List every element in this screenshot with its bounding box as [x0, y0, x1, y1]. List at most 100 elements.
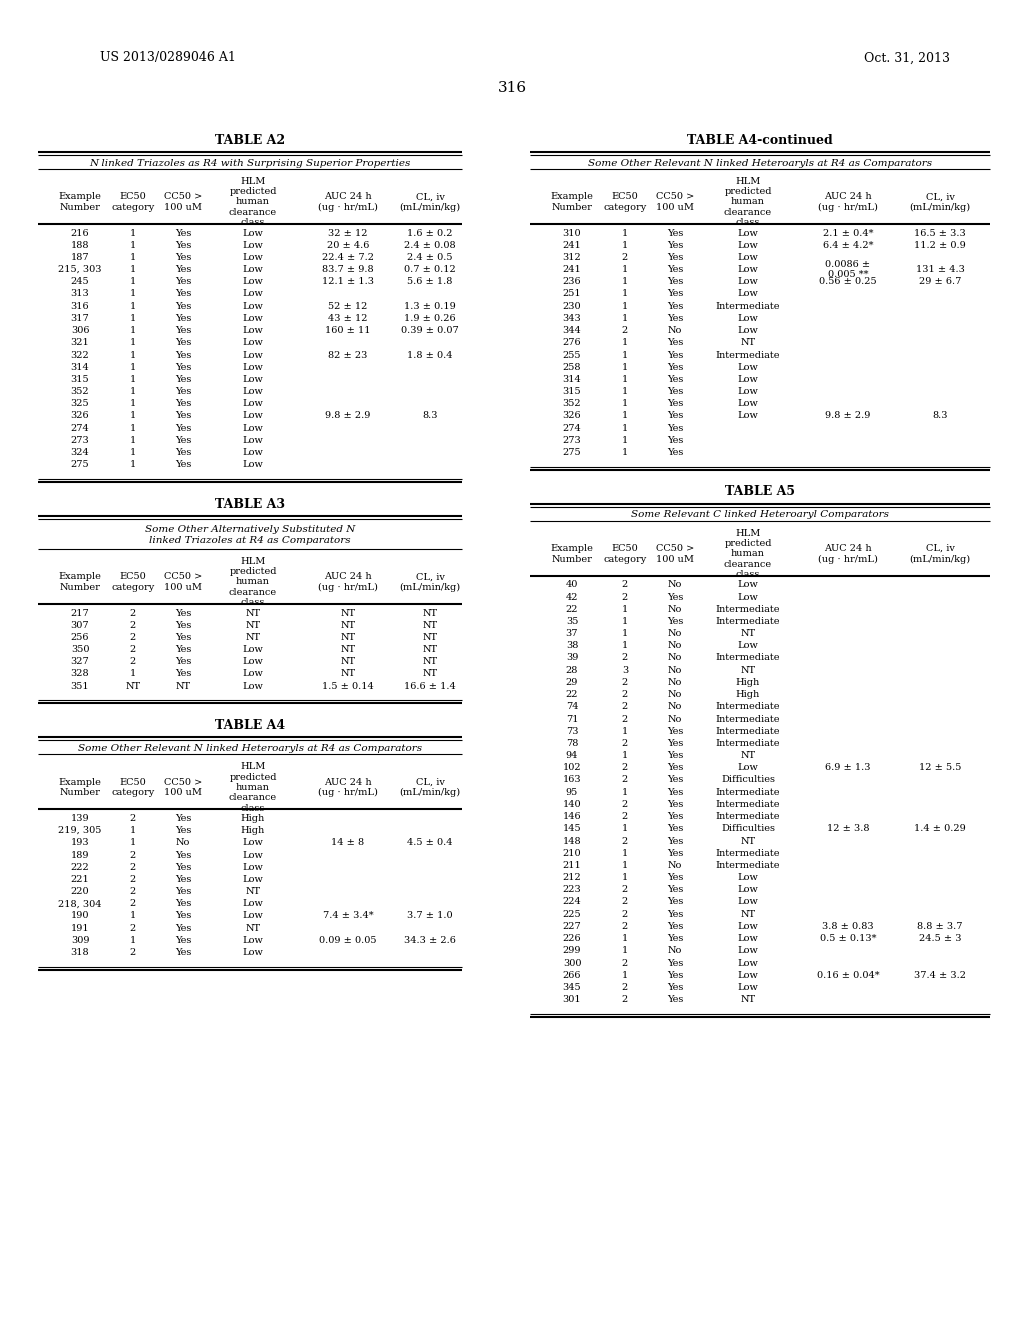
Text: 148: 148 — [562, 837, 582, 846]
Text: Intermediate: Intermediate — [716, 714, 780, 723]
Text: 1: 1 — [622, 412, 628, 421]
Text: 1: 1 — [622, 788, 628, 797]
Text: 40: 40 — [566, 581, 579, 589]
Text: Yes: Yes — [667, 351, 683, 359]
Text: 2: 2 — [622, 714, 628, 723]
Text: No: No — [668, 630, 682, 638]
Text: 1: 1 — [622, 849, 628, 858]
Text: Yes: Yes — [175, 645, 191, 655]
Text: Yes: Yes — [175, 387, 191, 396]
Text: Yes: Yes — [667, 727, 683, 735]
Text: Low: Low — [243, 351, 263, 359]
Text: Low: Low — [243, 863, 263, 871]
Text: Example
Number: Example Number — [58, 777, 101, 797]
Text: Yes: Yes — [667, 240, 683, 249]
Text: Yes: Yes — [667, 995, 683, 1005]
Text: No: No — [668, 581, 682, 589]
Text: Low: Low — [737, 983, 759, 991]
Text: 145: 145 — [562, 824, 582, 833]
Text: Intermediate: Intermediate — [716, 861, 780, 870]
Text: 222: 222 — [71, 863, 89, 871]
Text: N linked Triazoles as R4 with Surprising Superior Properties: N linked Triazoles as R4 with Surprising… — [89, 158, 411, 168]
Text: NT: NT — [246, 632, 260, 642]
Text: No: No — [668, 605, 682, 614]
Text: 2: 2 — [130, 609, 136, 618]
Text: Yes: Yes — [667, 935, 683, 942]
Text: Low: Low — [737, 240, 759, 249]
Text: Example
Number: Example Number — [58, 193, 101, 211]
Text: NT: NT — [423, 632, 437, 642]
Text: Yes: Yes — [667, 338, 683, 347]
Text: 216: 216 — [71, 228, 89, 238]
Text: 210: 210 — [562, 849, 582, 858]
Text: 1: 1 — [622, 447, 628, 457]
Text: Intermediate: Intermediate — [716, 605, 780, 614]
Text: 1: 1 — [622, 873, 628, 882]
Text: 322: 322 — [71, 351, 89, 359]
Text: NT: NT — [740, 630, 756, 638]
Text: Yes: Yes — [667, 412, 683, 421]
Text: 352: 352 — [71, 387, 89, 396]
Text: Yes: Yes — [175, 314, 191, 323]
Text: EC50
category: EC50 category — [112, 777, 155, 797]
Text: Low: Low — [737, 593, 759, 602]
Text: 74: 74 — [565, 702, 579, 711]
Text: CC50 >
100 uM: CC50 > 100 uM — [656, 544, 694, 564]
Text: High: High — [241, 814, 265, 822]
Text: 326: 326 — [71, 412, 89, 421]
Text: 343: 343 — [562, 314, 582, 323]
Text: Low: Low — [737, 277, 759, 286]
Text: 1: 1 — [622, 824, 628, 833]
Text: EC50
category: EC50 category — [112, 573, 155, 591]
Text: Yes: Yes — [175, 228, 191, 238]
Text: 215, 303: 215, 303 — [58, 265, 101, 275]
Text: Low: Low — [737, 921, 759, 931]
Text: 2: 2 — [622, 653, 628, 663]
Text: 2: 2 — [622, 983, 628, 991]
Text: Low: Low — [243, 228, 263, 238]
Text: 1: 1 — [130, 424, 136, 433]
Text: Yes: Yes — [175, 814, 191, 822]
Text: Low: Low — [243, 387, 263, 396]
Text: 1: 1 — [130, 826, 136, 836]
Text: EC50
category: EC50 category — [603, 193, 646, 211]
Text: Low: Low — [243, 399, 263, 408]
Text: Yes: Yes — [175, 887, 191, 896]
Text: 241: 241 — [562, 265, 582, 275]
Text: Low: Low — [243, 669, 263, 678]
Text: Yes: Yes — [175, 620, 191, 630]
Text: 352: 352 — [562, 399, 582, 408]
Text: NT: NT — [246, 924, 260, 933]
Text: Some Relevant C linked Heteroaryl Comparators: Some Relevant C linked Heteroaryl Compar… — [631, 511, 889, 519]
Text: Yes: Yes — [175, 289, 191, 298]
Text: Intermediate: Intermediate — [716, 702, 780, 711]
Text: 223: 223 — [562, 886, 582, 895]
Text: 2: 2 — [622, 909, 628, 919]
Text: 325: 325 — [71, 399, 89, 408]
Text: 1: 1 — [130, 436, 136, 445]
Text: AUC 24 h
(ug · hr/mL): AUC 24 h (ug · hr/mL) — [318, 573, 378, 591]
Text: 1: 1 — [130, 387, 136, 396]
Text: 1: 1 — [130, 240, 136, 249]
Text: Intermediate: Intermediate — [716, 653, 780, 663]
Text: Low: Low — [737, 314, 759, 323]
Text: 1: 1 — [622, 375, 628, 384]
Text: Low: Low — [737, 265, 759, 275]
Text: TABLE A4-continued: TABLE A4-continued — [687, 133, 833, 147]
Text: 2: 2 — [622, 253, 628, 261]
Text: 230: 230 — [562, 302, 582, 310]
Text: NT: NT — [125, 681, 140, 690]
Text: 6.4 ± 4.2*: 6.4 ± 4.2* — [822, 240, 873, 249]
Text: 14 ± 8: 14 ± 8 — [332, 838, 365, 847]
Text: 307: 307 — [71, 620, 89, 630]
Text: CC50 >
100 uM: CC50 > 100 uM — [164, 573, 202, 591]
Text: 1: 1 — [622, 399, 628, 408]
Text: Yes: Yes — [175, 412, 191, 421]
Text: Yes: Yes — [667, 970, 683, 979]
Text: Yes: Yes — [667, 593, 683, 602]
Text: CL, iv
(mL/min/kg): CL, iv (mL/min/kg) — [909, 544, 971, 564]
Text: 95: 95 — [566, 788, 579, 797]
Text: Yes: Yes — [175, 924, 191, 933]
Text: 1.9 ± 0.26: 1.9 ± 0.26 — [404, 314, 456, 323]
Text: 318: 318 — [71, 948, 89, 957]
